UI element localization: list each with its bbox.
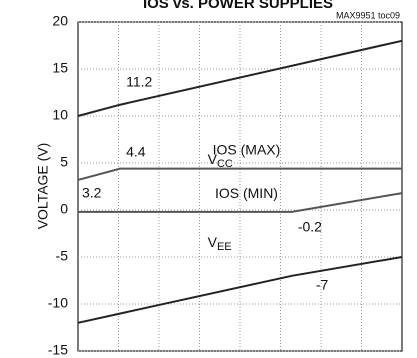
series-name: VCC — [208, 151, 233, 170]
value-label: 4.4 — [126, 143, 146, 159]
y-tick-label: -5 — [56, 248, 69, 264]
y-tick-label: 0 — [60, 201, 68, 217]
series-name-main: IOS (MAX) — [213, 141, 281, 157]
value-label: 3.2 — [82, 185, 102, 201]
series-name: IOS (MAX) — [213, 141, 281, 157]
series-name-main: V — [208, 151, 218, 167]
series-line — [77, 167, 402, 181]
value-label: -7 — [316, 277, 329, 293]
series-name-sub: EE — [217, 241, 232, 253]
series-name-main: IOS (MIN) — [215, 185, 278, 201]
series-line — [77, 256, 403, 324]
chart-title: IOS vs. POWER SUPPLIES — [143, 0, 333, 12]
series-name-main: V — [208, 234, 218, 250]
y-tick-label: -10 — [48, 295, 68, 311]
y-tick-label: 10 — [52, 107, 68, 123]
series-line — [77, 39, 403, 117]
y-tick-label: 20 — [52, 13, 68, 29]
y-axis-label: VOLTAGE (V) — [35, 143, 51, 230]
series-name: VEE — [208, 234, 232, 253]
y-tick-label: 5 — [60, 154, 68, 170]
value-label: -0.2 — [298, 219, 322, 235]
series-name-sub: CC — [217, 158, 233, 170]
series-line — [78, 192, 403, 213]
chart-note: MAX9951 toc09 — [336, 10, 400, 20]
y-tick-label: -15 — [48, 342, 68, 358]
y-tick-label: 15 — [52, 60, 68, 76]
value-label: 11.2 — [126, 73, 152, 89]
series-name: IOS (MIN) — [215, 185, 278, 201]
